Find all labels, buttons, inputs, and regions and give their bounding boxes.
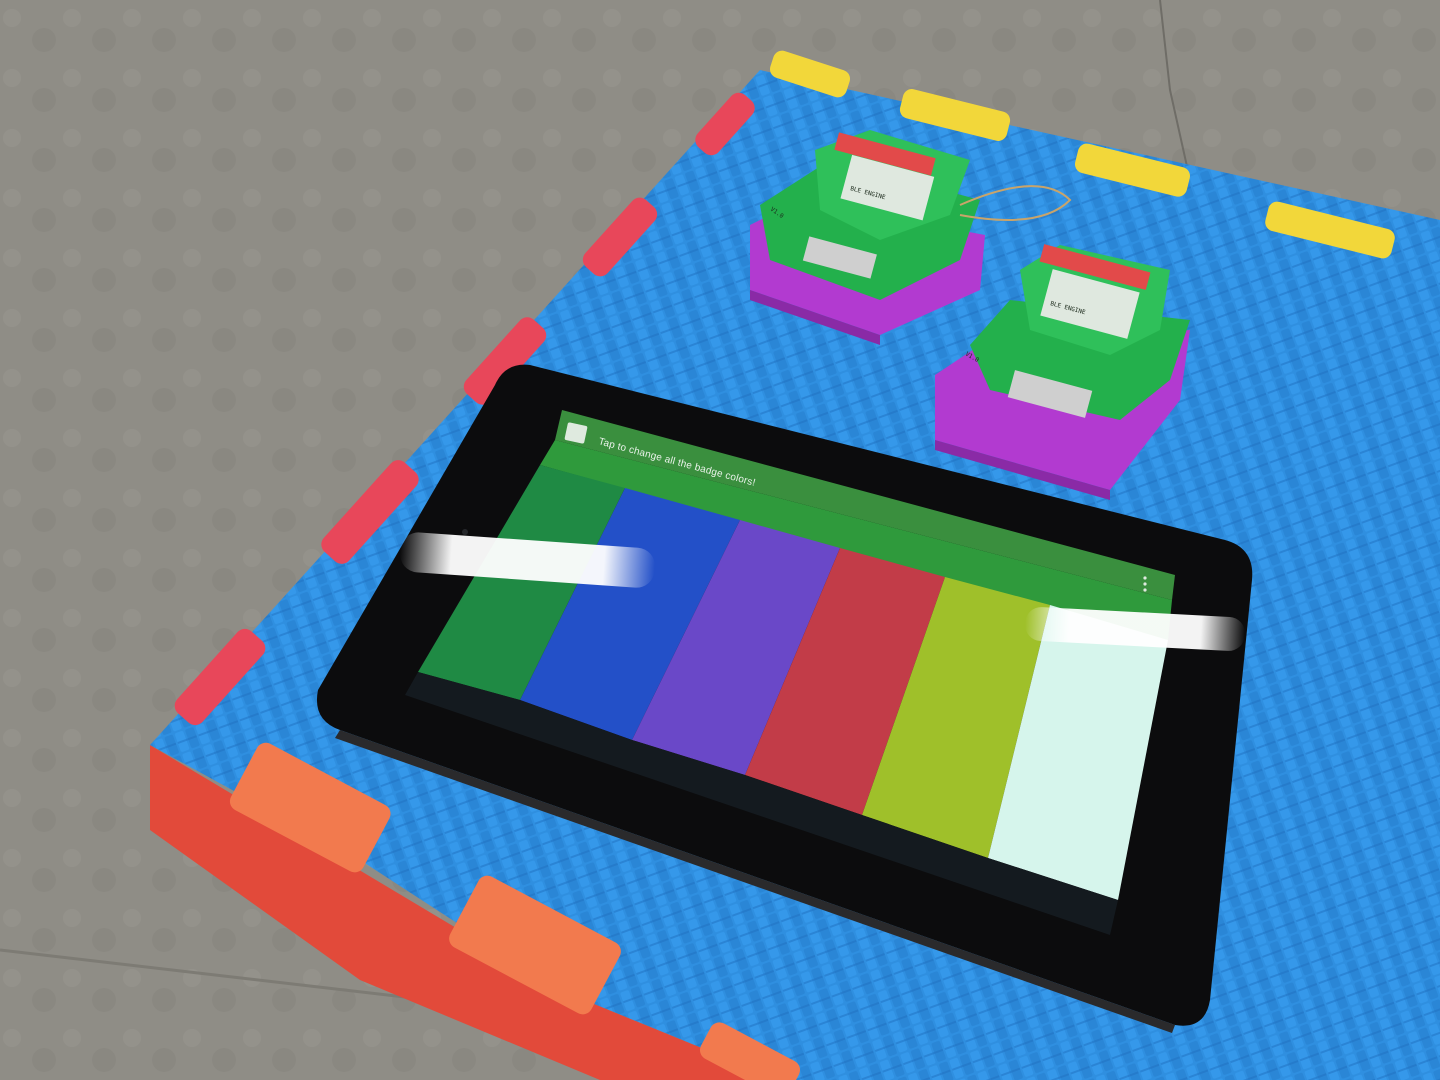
app-header: [540, 440, 1172, 640]
mat-edge-tabs-orange: [229, 742, 801, 1080]
tablet-device: Tap to change all the badge colors!: [316, 364, 1253, 1033]
mat-edge-tabs-red: [174, 92, 755, 726]
swatch-lime[interactable]: [862, 577, 1050, 858]
tablet-screen: Tap to change all the badge colors!: [405, 410, 1175, 935]
swatch-blue[interactable]: [520, 488, 740, 740]
swatch-red[interactable]: [745, 548, 945, 815]
mat-side: [150, 745, 780, 1080]
screen-bottom-area: [405, 672, 1118, 935]
swatch-green[interactable]: [418, 465, 625, 700]
mat-edge-tabs-yellow: [769, 50, 1395, 259]
swatch-mint[interactable]: [988, 605, 1168, 900]
badge-device-2: BLE ENGINE V1.0: [935, 244, 1190, 500]
floor-seam: [0, 948, 431, 1002]
badge-device-1: BLE ENGINE V1.0: [750, 130, 1072, 345]
swatch-purple[interactable]: [632, 520, 840, 775]
front-camera: [462, 529, 468, 535]
screen-glare-right: [1025, 607, 1245, 651]
screen-glare-left: [400, 532, 655, 588]
floor-crack: [1159, 0, 1191, 181]
tablet-bezel-edge: [335, 730, 1175, 1033]
overflow-menu-icon[interactable]: [1143, 576, 1147, 592]
lock-screen-icon: [564, 422, 588, 444]
